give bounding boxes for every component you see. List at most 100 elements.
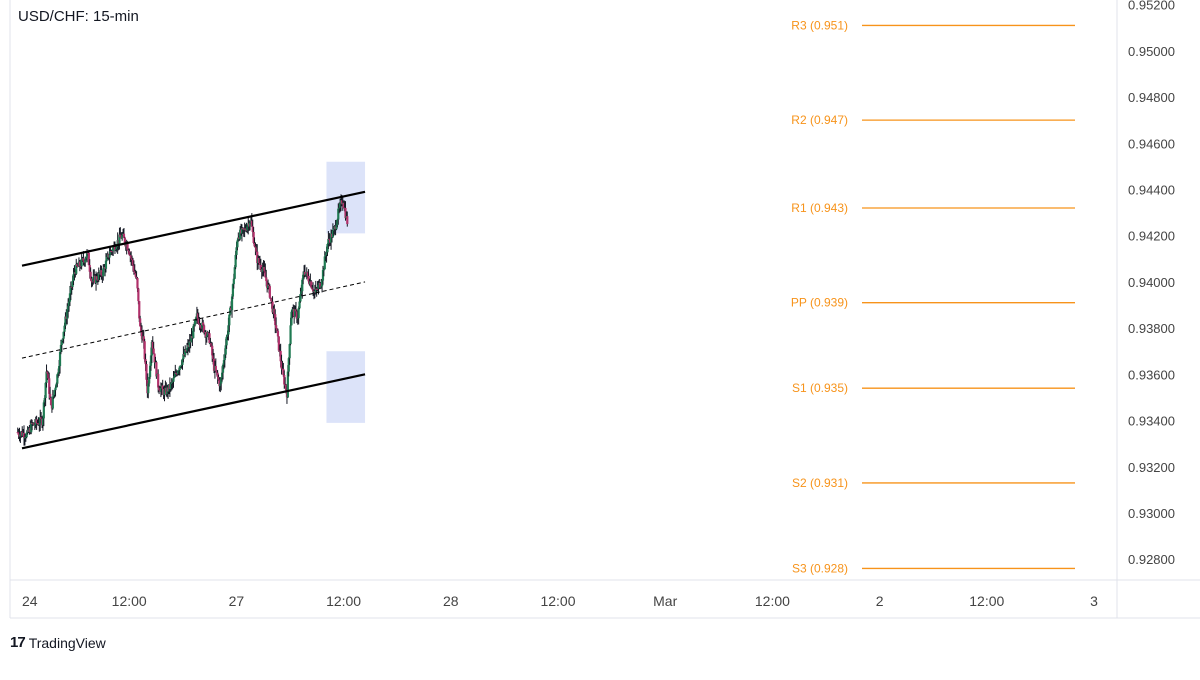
candle-body-61: [71, 280, 74, 287]
candle-body-70: [79, 265, 82, 267]
y-tick-4: 0.94400: [1128, 182, 1175, 197]
candle-body-77: [85, 252, 89, 258]
candle-body-34: [47, 373, 50, 379]
candle-body-337: [320, 286, 323, 288]
candle-286: [274, 309, 277, 334]
candle-191: [188, 333, 191, 353]
candle-body-230: [223, 354, 226, 361]
candle-body-35: [48, 378, 51, 394]
candle-body-57: [67, 301, 71, 307]
candle-body-240: [232, 278, 235, 285]
tradingview-branding[interactable]: 17 TradingView: [10, 634, 106, 651]
pivot-label-1: R2 (0.947): [791, 113, 848, 127]
candle-body-265: [255, 247, 258, 252]
candle-202: [198, 316, 201, 331]
candle-327: [311, 284, 314, 290]
y-tick-5: 0.94200: [1128, 229, 1175, 244]
candle-body-210: [205, 335, 208, 338]
candle-body-110: [115, 246, 118, 249]
candle-body-343: [325, 252, 328, 256]
candle-body-105: [111, 251, 114, 253]
candle-body-172: [171, 381, 174, 383]
candle-body-113: [118, 234, 121, 244]
candle-body-281: [269, 297, 272, 299]
candle-body-258: [248, 222, 252, 227]
candle-body-25: [39, 417, 42, 425]
candle-265: [255, 243, 258, 253]
candle-258: [248, 221, 252, 231]
pivot-label-5: S2 (0.931): [792, 476, 848, 490]
candle-body-140: [142, 336, 145, 342]
candle-body-270: [259, 264, 262, 270]
candle-body-150: [151, 342, 154, 349]
candle-18: [32, 422, 36, 426]
candle-113: [118, 227, 121, 250]
candle-25: [39, 409, 42, 432]
candle-body-226: [220, 378, 223, 384]
candle-331: [314, 280, 317, 295]
candle-238: [230, 294, 234, 318]
candle-body-184: [182, 354, 185, 360]
candle-body-227: [221, 372, 224, 379]
candle-body-80: [88, 265, 91, 272]
candle-44: [56, 373, 59, 387]
candle-body-285: [273, 308, 276, 315]
candle-body-220: [214, 365, 217, 371]
candle-body-308: [293, 309, 297, 317]
candle-body-58: [68, 293, 72, 302]
candle-body-287: [275, 325, 278, 329]
candle-body-15: [30, 422, 33, 433]
candle-263: [253, 237, 256, 248]
candle-288: [275, 328, 279, 331]
candle-71: [80, 254, 83, 270]
candle-31: [44, 382, 47, 407]
candle-34: [47, 371, 50, 379]
candle-body-82: [90, 278, 93, 282]
candle-body-280: [268, 286, 271, 298]
candle-body-236: [229, 307, 232, 315]
candle-body-7: [22, 432, 26, 438]
candle-355: [336, 218, 339, 228]
candle-body-261: [251, 226, 254, 232]
candle-body-301: [287, 358, 290, 372]
candle-124: [128, 248, 131, 256]
candle-body-171: [170, 382, 173, 384]
candle-278: [266, 279, 270, 290]
candle-body-249: [240, 228, 244, 234]
candle-body-314: [299, 294, 302, 302]
candle-body-320: [304, 273, 307, 276]
candle-345: [327, 231, 330, 250]
candle-body-300: [286, 371, 289, 398]
channel-mid-line: [21, 281, 366, 359]
candle-body-323: [307, 275, 310, 282]
candle-body-333: [316, 288, 319, 290]
candle-body-279: [267, 284, 271, 287]
candle-114: [119, 227, 122, 238]
candle-body-1: [17, 432, 20, 435]
candle-body-178: [176, 371, 180, 375]
y-tick-9: 0.93400: [1128, 414, 1175, 429]
candle-body-33: [46, 371, 49, 374]
candle-157: [157, 385, 161, 395]
candle-226: [220, 377, 223, 391]
candle-body-73: [82, 258, 85, 261]
candle-103: [109, 246, 112, 256]
candle-body-36: [49, 393, 52, 398]
y-tick-1: 0.95000: [1128, 44, 1175, 59]
candle-76: [85, 257, 88, 261]
candle-body-211: [206, 332, 209, 336]
candle-body-106: [112, 247, 115, 252]
candle-body-55: [66, 310, 69, 319]
y-tick-0: 0.95200: [1128, 0, 1175, 13]
candle-body-39: [51, 396, 54, 409]
pivot-levels: R3 (0.951) R2 (0.947) R1 (0.943) PP (0.939)…: [791, 18, 1075, 575]
candle-366: [346, 211, 349, 227]
y-tick-10: 0.93200: [1128, 460, 1175, 475]
candle-body-233: [226, 334, 229, 337]
candle-body-198: [194, 317, 198, 320]
candle-171: [170, 378, 173, 391]
candle-body-149: [150, 342, 153, 356]
candle-body-52: [63, 325, 66, 332]
candle-body-292: [279, 350, 282, 362]
candle-220: [214, 358, 217, 373]
